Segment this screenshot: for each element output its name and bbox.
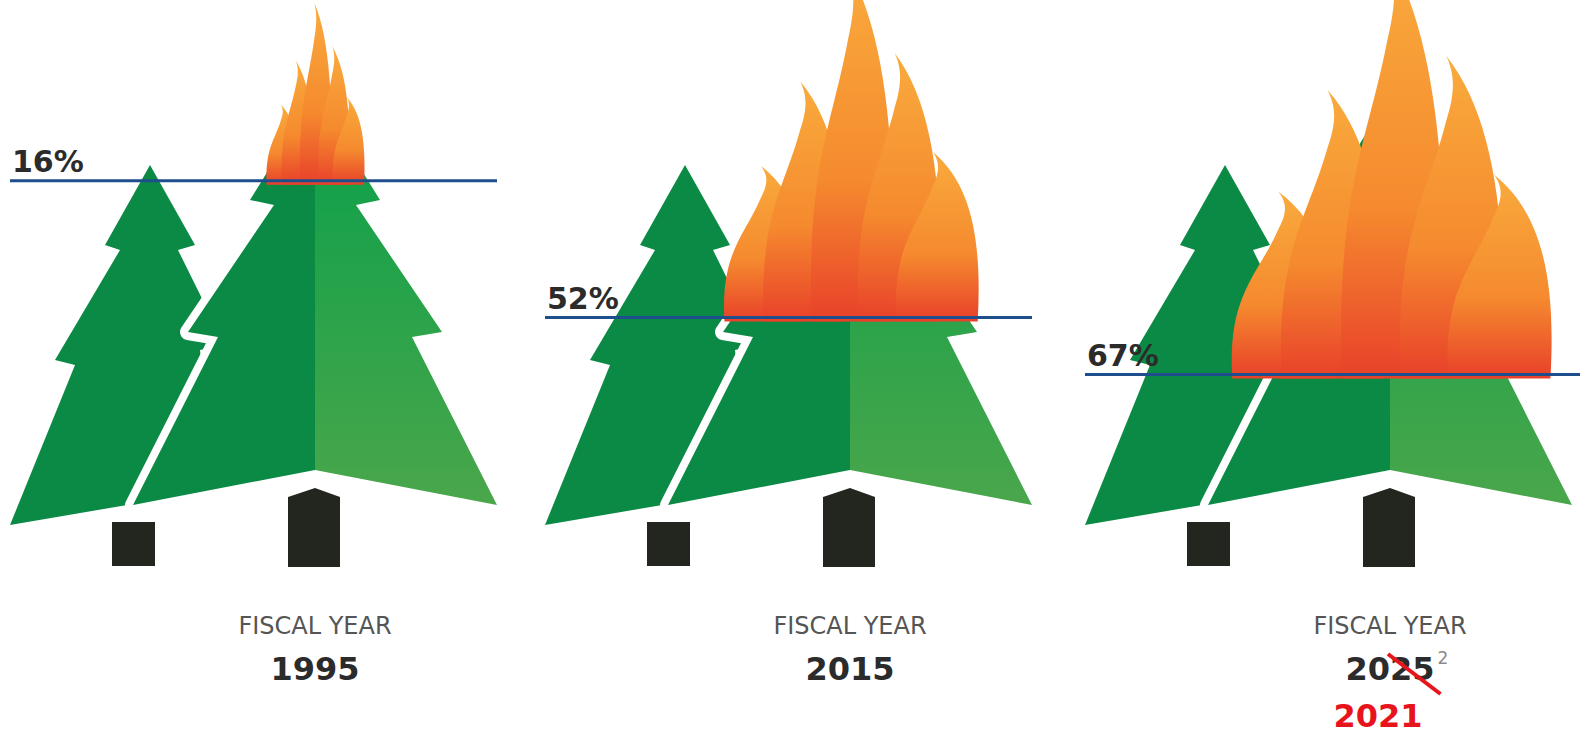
year-part: 20 (1345, 650, 1390, 688)
trunk (823, 488, 875, 567)
panel (1085, 0, 1572, 567)
trunk (112, 522, 155, 566)
trunk (288, 488, 340, 567)
category-label: FISCAL YEAR (238, 612, 391, 640)
panel (10, 3, 497, 567)
value-line (1085, 373, 1580, 376)
category-label: FISCAL YEAR (773, 612, 926, 640)
footnote-mark: 2 (1438, 648, 1449, 668)
value-label: 67% (1087, 338, 1159, 373)
flame (896, 152, 979, 322)
value-label: 52% (547, 281, 619, 316)
tree-right (315, 95, 497, 505)
year-label: 2015 (805, 650, 894, 688)
flame (1447, 175, 1551, 379)
value-line (545, 316, 1032, 319)
category-label: FISCAL YEAR (1313, 612, 1466, 640)
panel (545, 0, 1032, 567)
trunk (1363, 488, 1415, 567)
strikethrough (1388, 654, 1441, 694)
correction: 2021 (1333, 697, 1422, 735)
value-line (10, 179, 497, 182)
chart: 16% FISCAL YEAR 1995 52% FISCAL YEAR 2015 67% F… (0, 0, 1591, 742)
value-label: 16% (12, 144, 84, 179)
trunk (1187, 522, 1230, 566)
year-label: 1995 (270, 650, 359, 688)
trunk (647, 522, 690, 566)
flame (333, 97, 365, 184)
